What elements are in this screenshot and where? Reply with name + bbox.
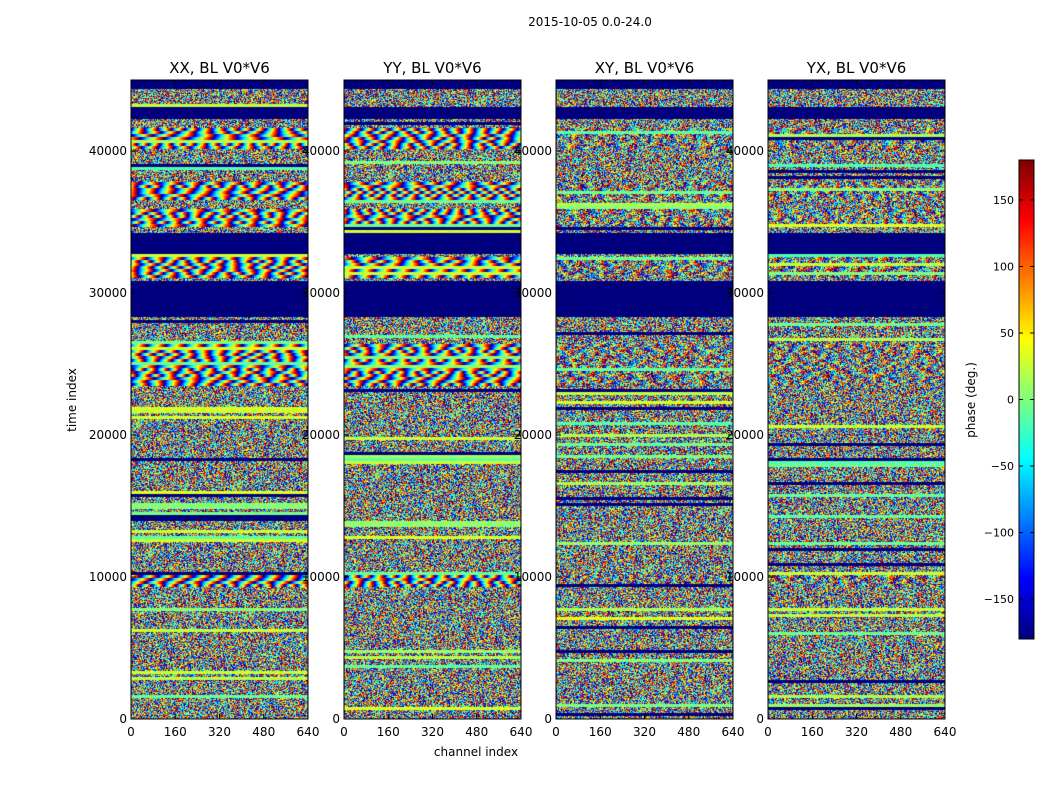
phase-heatmap-xx: [131, 80, 308, 719]
y-tick-label: 40000: [514, 144, 552, 158]
colorbar-tick-label: −100: [984, 527, 1014, 540]
x-tick-label: 640: [934, 725, 957, 739]
colorbar-label: phase (deg.): [964, 362, 978, 438]
x-tick-label: 160: [377, 725, 400, 739]
y-tick-label: 0: [756, 712, 764, 726]
x-tick-label: 640: [297, 725, 320, 739]
panel-xx: XX, BL V0*V6 0 160 320 480 640 0 10000 20000 3000…: [89, 59, 320, 739]
y-tick-label: 30000: [726, 286, 764, 300]
colorbar-tick-label: −150: [984, 593, 1014, 606]
colorbar-gradient: [1019, 160, 1034, 639]
y-tick-label: 30000: [302, 286, 340, 300]
y-tick-label: 40000: [726, 144, 764, 158]
y-tick-label: 20000: [726, 428, 764, 442]
y-tick-label: 10000: [514, 570, 552, 584]
panels-group: XX, BL V0*V6 0 160 320 480 640 0 10000 20000 3000…: [89, 59, 957, 739]
y-tick-label: 20000: [89, 428, 127, 442]
colorbar-tick-label: 50: [1000, 327, 1014, 340]
figure-suptitle: 2015-10-05 0.0-24.0: [528, 15, 652, 29]
x-tick-label: 0: [552, 725, 560, 739]
x-tick-label: 160: [164, 725, 187, 739]
x-axis-label: channel index: [434, 745, 518, 759]
phase-heatmap-yx: [768, 80, 945, 719]
phase-heatmap-xy: [556, 80, 733, 719]
y-tick-label: 10000: [726, 570, 764, 584]
x-tick-label: 0: [127, 725, 135, 739]
y-tick-label: 0: [119, 712, 127, 726]
x-tick-label: 640: [722, 725, 745, 739]
y-tick-label: 30000: [514, 286, 552, 300]
colorbar-tick-label: 100: [993, 260, 1014, 273]
x-tick-label: 480: [465, 725, 488, 739]
y-tick-label: 30000: [89, 286, 127, 300]
panel-xy: XY, BL V0*V6 0 160 320 480 640 0 10000 20000 3000…: [514, 59, 745, 739]
panel-title: YX, BL V0*V6: [806, 59, 907, 77]
x-tick-label: 640: [510, 725, 533, 739]
y-tick-label: 0: [332, 712, 340, 726]
y-tick-label: 10000: [89, 570, 127, 584]
y-tick-label: 0: [544, 712, 552, 726]
x-tick-label: 480: [252, 725, 275, 739]
x-tick-label: 160: [589, 725, 612, 739]
x-tick-label: 0: [340, 725, 348, 739]
colorbar-tick-label: −50: [991, 460, 1014, 473]
phase-colorbar: −150 −100 −50 0 50 100 150: [984, 159, 1035, 640]
x-tick-label: 160: [801, 725, 824, 739]
panel-title: XX, BL V0*V6: [169, 59, 270, 77]
panel-yy: YY, BL V0*V6 0 160 320 480 640 0 10000 20000 3000…: [302, 59, 533, 739]
panel-title: YY, BL V0*V6: [382, 59, 481, 77]
y-tick-label: 40000: [302, 144, 340, 158]
x-tick-label: 320: [208, 725, 231, 739]
y-tick-label: 20000: [302, 428, 340, 442]
x-tick-label: 320: [845, 725, 868, 739]
x-tick-label: 480: [677, 725, 700, 739]
y-tick-label: 40000: [89, 144, 127, 158]
phase-heatmap-yy: [344, 80, 521, 719]
x-tick-label: 480: [889, 725, 912, 739]
panel-yx: YX, BL V0*V6 0 160 320 480 640 0 10000 20000 3000…: [726, 59, 957, 739]
x-tick-label: 320: [421, 725, 444, 739]
y-tick-label: 10000: [302, 570, 340, 584]
panel-title: XY, BL V0*V6: [595, 59, 695, 77]
y-tick-label: 20000: [514, 428, 552, 442]
y-axis-label: time index: [65, 368, 79, 432]
colorbar-tick-label: 150: [993, 194, 1014, 207]
x-tick-label: 320: [633, 725, 656, 739]
colorbar-tick-label: 0: [1007, 394, 1014, 407]
x-tick-label: 0: [764, 725, 772, 739]
